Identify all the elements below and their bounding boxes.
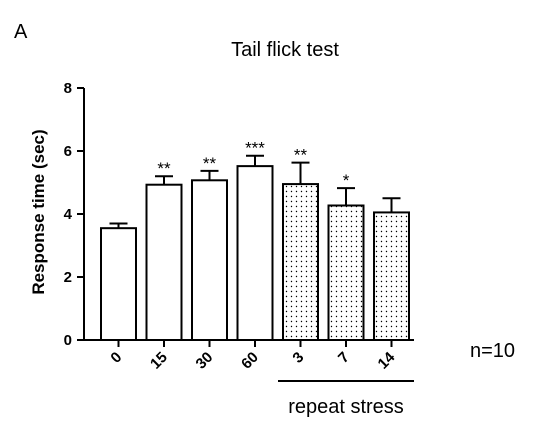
- panel-label: A: [14, 21, 28, 43]
- y-tick-label: 6: [64, 143, 72, 160]
- y-axis-label: Response time (sec): [29, 129, 48, 294]
- x-axis-ticks: 0 15 30 60 3 7 14: [107, 340, 399, 373]
- bars: ** ***** ***: [84, 139, 414, 341]
- x-tick-label: 0: [107, 349, 125, 367]
- significance-label: **: [203, 154, 217, 173]
- bar: [100, 227, 137, 341]
- chart-title: Tail flick test: [231, 39, 339, 61]
- y-axis: 0 2 4 6 8: [64, 80, 85, 349]
- bar: [282, 183, 319, 341]
- x-tick-label: 30: [193, 349, 217, 373]
- y-tick-label: 2: [64, 269, 72, 286]
- significance-label: ***: [245, 139, 265, 158]
- bar: [145, 183, 183, 341]
- sample-size-label: n=10: [470, 340, 515, 362]
- x-tick-label: 15: [147, 349, 171, 373]
- x-tick-label: 14: [375, 348, 399, 372]
- group-label: repeat stress: [288, 396, 404, 418]
- x-tick-label: 7: [335, 349, 353, 367]
- bar: [327, 204, 365, 341]
- y-tick-label: 8: [64, 80, 72, 97]
- significance-label: *: [343, 171, 350, 190]
- bar: [236, 165, 274, 341]
- significance-label: **: [157, 159, 171, 178]
- x-tick-label: 3: [289, 349, 307, 367]
- y-tick-label: 4: [64, 206, 73, 223]
- x-tick-label: 60: [238, 349, 262, 373]
- bar: [191, 179, 228, 341]
- y-tick-label: 0: [64, 332, 72, 349]
- significance-label: **: [294, 146, 308, 165]
- bar: [373, 211, 410, 341]
